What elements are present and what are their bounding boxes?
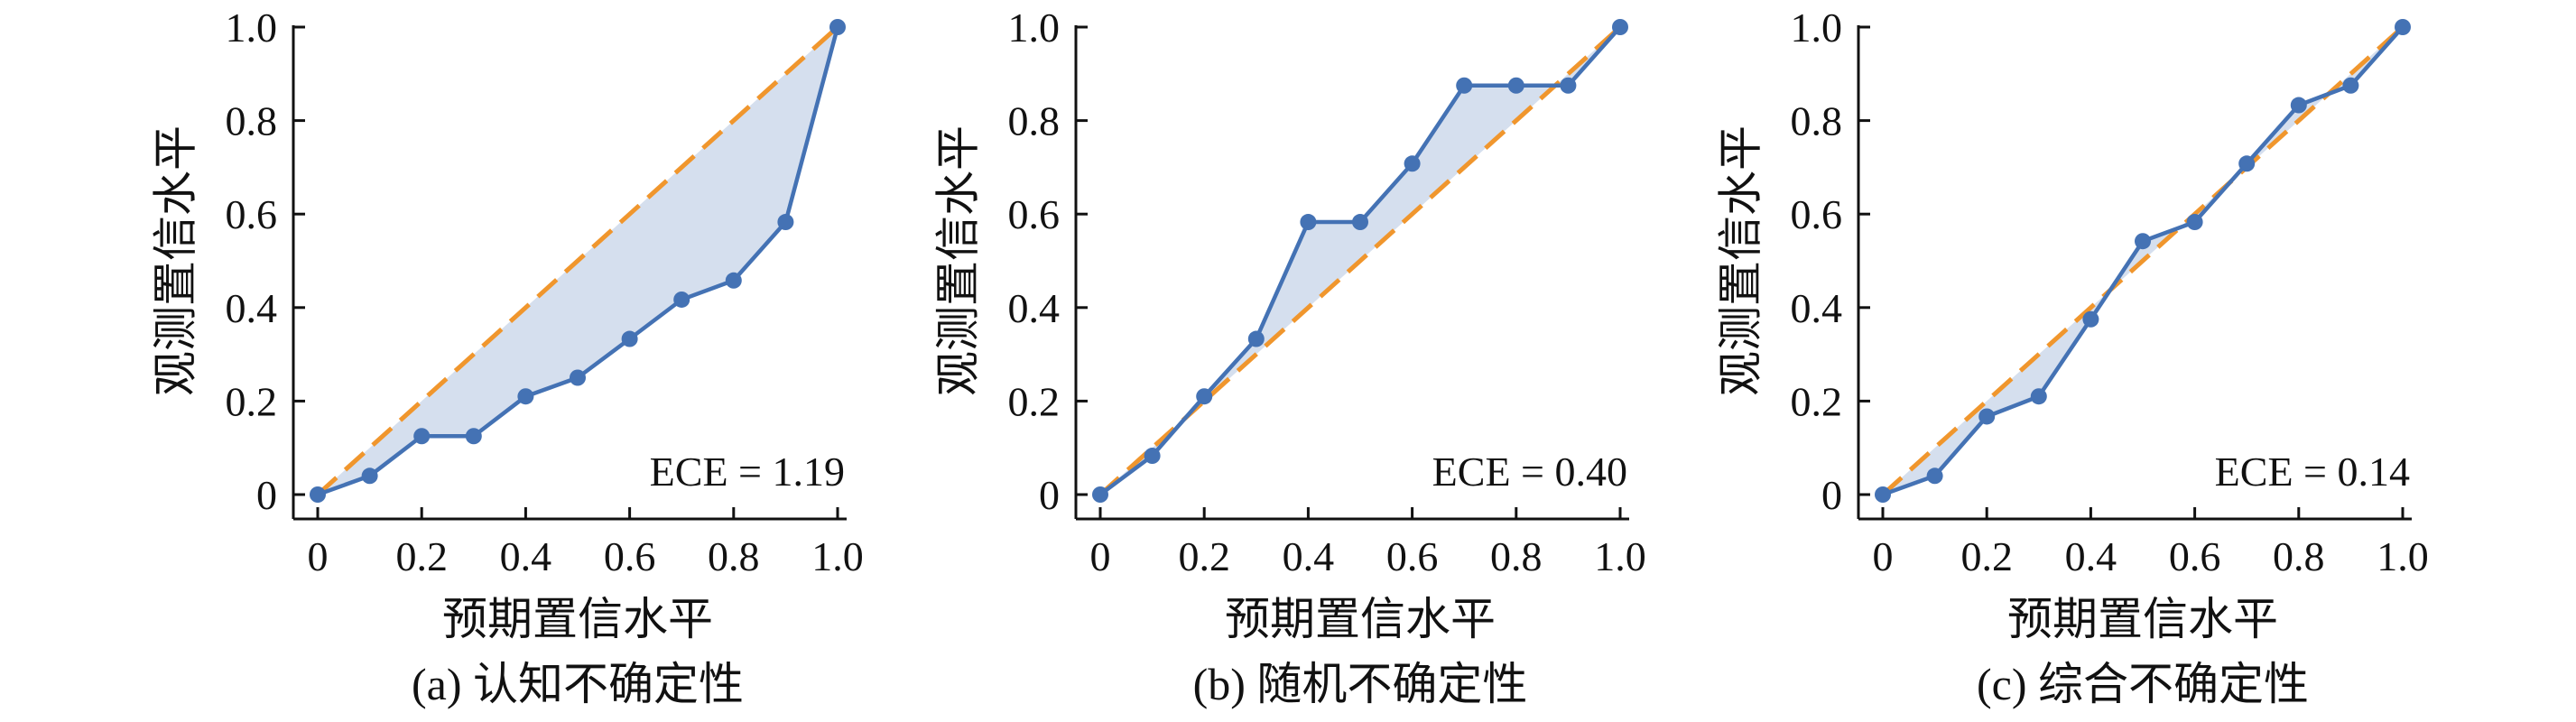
- data-point: [2186, 214, 2203, 231]
- y-tick-label: 0.6: [1008, 191, 1061, 237]
- x-axis-label: 预期置信水平: [442, 594, 713, 644]
- y-axis-label: 观测置信水平: [932, 125, 983, 396]
- x-tick-label: 0.2: [395, 533, 448, 579]
- ideal-diagonal-line: [316, 25, 839, 496]
- y-tick-label: 0.8: [226, 98, 278, 144]
- y-axis-label: 观测置信水平: [150, 125, 200, 396]
- data-point: [1144, 448, 1161, 465]
- data-point: [1352, 214, 1368, 231]
- data-point: [2030, 388, 2047, 405]
- data-point: [465, 428, 482, 445]
- x-tick-label: 0.4: [1283, 533, 1335, 579]
- y-tick-label: 0: [256, 472, 277, 518]
- y-tick-label: 1.0: [226, 5, 278, 51]
- y-tick-label: 0.4: [1791, 285, 1843, 331]
- x-tick-label: 1.0: [811, 533, 864, 579]
- x-tick-label: 0.6: [604, 533, 656, 579]
- y-tick-label: 0.4: [226, 285, 278, 331]
- data-point: [2290, 97, 2307, 114]
- data-point: [570, 369, 586, 386]
- data-point: [777, 214, 794, 231]
- chart-panel-2: 0 0.2 0.4 0.6 0.8 1.0 0 0.2 0.4 0.6 0.8 1.0 ECE = 0.…: [1715, 5, 2428, 709]
- data-point: [2238, 155, 2256, 172]
- data-point: [725, 272, 742, 289]
- subfigure-caption: (c) 综合不确定性: [1977, 659, 2309, 709]
- chart-panel-1: 0 0.2 0.4 0.6 0.8 1.0 0 0.2 0.4 0.6 0.8 1.0 ECE = 0.…: [932, 5, 1645, 709]
- data-point: [621, 330, 638, 347]
- x-tick-label: 0.6: [2169, 533, 2221, 579]
- x-tick-label: 1.0: [2377, 533, 2429, 579]
- data-point: [1926, 467, 1943, 485]
- y-tick-label: 0.6: [1791, 191, 1843, 237]
- ideal-diagonal-line: [1881, 25, 2405, 496]
- data-point: [1404, 155, 1421, 172]
- x-axis-label: 预期置信水平: [1225, 594, 1496, 644]
- data-point: [829, 19, 846, 35]
- y-tick-label: 0.4: [1008, 285, 1061, 331]
- x-tick-label: 0: [1873, 533, 1894, 579]
- y-tick-label: 0.2: [1791, 378, 1843, 424]
- data-point: [1560, 77, 1577, 94]
- data-point: [2082, 310, 2099, 328]
- subfigure-caption: (a) 认知不确定性: [412, 659, 744, 709]
- x-tick-label: 0.4: [500, 533, 552, 579]
- y-tick-label: 0: [1821, 472, 1842, 518]
- ece-annotation: ECE = 0.14: [2215, 449, 2410, 495]
- data-point: [2135, 233, 2151, 250]
- data-point: [2342, 77, 2359, 94]
- x-tick-label: 0.2: [1960, 533, 2013, 579]
- data-point: [1196, 388, 1213, 405]
- x-tick-label: 0: [308, 533, 329, 579]
- y-tick-label: 0.2: [1008, 378, 1061, 424]
- x-tick-label: 0.8: [708, 533, 760, 579]
- subfigure-caption: (b) 随机不确定性: [1193, 659, 1528, 709]
- data-point: [517, 388, 534, 405]
- data-point: [1092, 486, 1108, 503]
- x-tick-label: 0.4: [2065, 533, 2117, 579]
- data-point: [361, 467, 378, 485]
- data-point: [1507, 77, 1524, 94]
- ece-annotation: ECE = 1.19: [650, 449, 845, 495]
- chart-panel-0: 0 0.2 0.4 0.6 0.8 1.0 0 0.2 0.4 0.6 0.8 1.0 ECE = 1.…: [150, 5, 863, 709]
- y-tick-label: 0.2: [226, 378, 278, 424]
- ece-annotation: ECE = 0.40: [1432, 449, 1627, 495]
- x-tick-label: 0.8: [1490, 533, 1543, 579]
- y-tick-label: 0.6: [226, 191, 278, 237]
- x-tick-label: 1.0: [1594, 533, 1646, 579]
- x-axis-label: 预期置信水平: [2007, 594, 2278, 644]
- data-point: [2395, 19, 2411, 35]
- data-point: [1300, 214, 1317, 231]
- x-tick-label: 0: [1090, 533, 1111, 579]
- y-tick-label: 1.0: [1008, 5, 1061, 51]
- data-point: [1612, 19, 1628, 35]
- x-tick-label: 0.6: [1386, 533, 1439, 579]
- data-point: [1456, 77, 1473, 94]
- data-point: [1875, 486, 1891, 503]
- data-point: [1247, 330, 1265, 347]
- y-tick-label: 0.8: [1791, 98, 1843, 144]
- y-tick-label: 0: [1039, 472, 1060, 518]
- x-tick-label: 0.8: [2273, 533, 2325, 579]
- y-axis-label: 观测置信水平: [1715, 125, 1765, 396]
- x-tick-label: 0.2: [1178, 533, 1230, 579]
- data-point: [310, 486, 326, 503]
- data-point: [673, 291, 690, 308]
- y-tick-label: 0.8: [1008, 98, 1061, 144]
- y-tick-label: 1.0: [1791, 5, 1843, 51]
- data-point: [1978, 408, 1996, 425]
- data-point: [413, 428, 431, 445]
